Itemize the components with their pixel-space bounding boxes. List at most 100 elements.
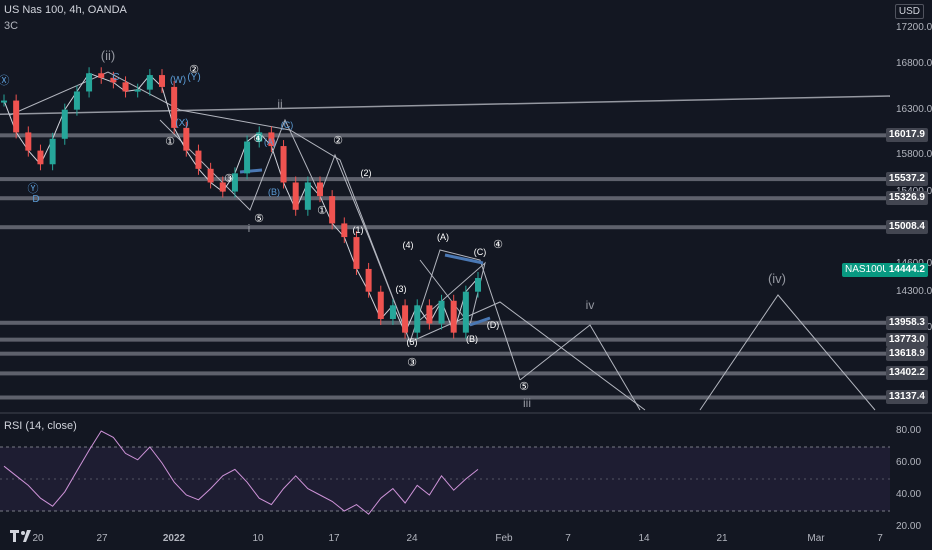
candle[interactable] <box>317 182 323 197</box>
wave-label[interactable]: ④ <box>253 133 263 145</box>
candle[interactable] <box>195 150 202 169</box>
candle[interactable] <box>377 291 384 319</box>
wave-label[interactable]: (2) <box>361 168 372 178</box>
candle[interactable] <box>329 196 336 224</box>
wave-label[interactable]: i <box>248 223 250 235</box>
candle[interactable] <box>86 73 93 92</box>
wave-path-0[interactable] <box>9 71 521 381</box>
candle[interactable] <box>414 305 421 333</box>
level-line-4[interactable] <box>0 320 890 325</box>
wave-label[interactable]: ② <box>189 64 199 76</box>
wave-label[interactable]: ③ <box>224 173 234 185</box>
wave-label[interactable]: (C) <box>474 247 487 257</box>
wave-label[interactable]: Ⓧ <box>0 74 10 87</box>
wave-label[interactable]: Ⓨ <box>28 182 39 195</box>
level-line-0[interactable] <box>0 133 890 138</box>
candle[interactable] <box>171 86 178 128</box>
candle[interactable] <box>389 305 396 319</box>
wave-label[interactable]: (B) <box>466 334 478 344</box>
candle[interactable] <box>49 138 56 165</box>
candle[interactable] <box>159 75 165 87</box>
candle[interactable] <box>73 91 80 110</box>
tradingview-logo[interactable] <box>8 528 36 544</box>
wave-path-2[interactable] <box>519 324 641 411</box>
candle[interactable] <box>365 268 372 292</box>
level-line-2[interactable] <box>0 196 890 201</box>
wave-label[interactable]: (1) <box>353 225 364 235</box>
wave-label[interactable]: (X) <box>175 118 188 129</box>
level-line-5[interactable] <box>0 337 890 342</box>
candle[interactable] <box>219 182 226 192</box>
wave-label[interactable]: ② <box>333 135 343 147</box>
wave-label[interactable]: iv <box>586 298 595 312</box>
candle[interactable] <box>450 300 457 333</box>
level-line-3[interactable] <box>0 225 890 230</box>
currency-indicator[interactable]: USD <box>894 4 924 19</box>
rsi-line[interactable] <box>3 430 479 515</box>
wave-segment-blue[interactable] <box>239 168 263 174</box>
wave-label[interactable]: iii <box>523 396 531 410</box>
level-line-8[interactable] <box>0 395 890 400</box>
candle[interactable] <box>207 168 214 183</box>
wave-label[interactable]: (Y) <box>187 72 200 83</box>
candle[interactable] <box>98 73 105 78</box>
wave-label[interactable]: (A) <box>264 137 276 147</box>
wave-label[interactable]: ⑤ <box>254 213 264 225</box>
trend-line[interactable] <box>0 95 891 115</box>
candle[interactable] <box>462 291 469 333</box>
candle[interactable] <box>438 300 445 324</box>
candle[interactable] <box>231 173 238 192</box>
candle[interactable] <box>244 141 251 174</box>
wave-label[interactable]: (iv) <box>768 271 786 286</box>
level-line-6[interactable] <box>0 351 890 356</box>
candle[interactable] <box>183 127 190 151</box>
candle[interactable] <box>268 132 275 147</box>
candle[interactable] <box>1 100 7 103</box>
level-badge: 13137.4 <box>885 390 928 405</box>
candle[interactable] <box>110 77 117 83</box>
wave-label[interactable]: ii <box>277 97 282 111</box>
price-line[interactable] <box>3 72 479 335</box>
wave-label[interactable]: ① <box>165 136 175 148</box>
wave-label[interactable]: D <box>32 194 39 205</box>
wave-label[interactable]: (ii) <box>101 48 115 63</box>
wave-label[interactable]: (3) <box>396 284 407 294</box>
candle[interactable] <box>134 89 141 92</box>
candle[interactable] <box>341 223 348 238</box>
wave-label[interactable]: ① <box>317 205 327 217</box>
wave-label[interactable]: (5) <box>407 337 418 347</box>
candle[interactable] <box>475 278 481 292</box>
wave-path-3[interactable] <box>699 294 876 411</box>
candle[interactable] <box>37 150 44 165</box>
candle[interactable] <box>292 182 299 210</box>
candle[interactable] <box>426 305 433 324</box>
wave-label[interactable]: (C) <box>281 120 294 130</box>
wave-segment-blue[interactable] <box>469 316 491 327</box>
level-line-7[interactable] <box>0 371 890 376</box>
wave-label[interactable]: (B) <box>268 187 280 197</box>
candle[interactable] <box>25 132 32 151</box>
wave-label[interactable]: (A) <box>437 232 449 242</box>
wave-label[interactable]: (W) <box>170 75 186 86</box>
candle[interactable] <box>304 182 311 210</box>
candle[interactable] <box>13 100 20 133</box>
wave-path-4[interactable] <box>409 301 646 411</box>
candle[interactable] <box>122 82 129 92</box>
candle[interactable] <box>353 237 360 269</box>
candle[interactable] <box>256 132 263 142</box>
wave-label[interactable]: C <box>112 72 119 83</box>
candle[interactable] <box>146 75 153 90</box>
symbol-title[interactable]: US Nas 100, 4h, OANDA <box>4 4 127 16</box>
wave-label[interactable]: (4) <box>403 240 414 250</box>
candle[interactable] <box>280 146 287 183</box>
wave-label[interactable]: ③ <box>407 357 417 369</box>
candle[interactable] <box>402 305 409 333</box>
rsi-title[interactable]: RSI (14, close) <box>4 420 77 432</box>
wave-label[interactable]: (D) <box>487 320 500 330</box>
wave-segment-blue[interactable] <box>444 253 484 265</box>
candle[interactable] <box>61 109 68 139</box>
wave-label[interactable]: ⑤ <box>519 381 529 393</box>
wave-label[interactable]: ④ <box>493 239 503 251</box>
level-line-1[interactable] <box>0 177 890 182</box>
